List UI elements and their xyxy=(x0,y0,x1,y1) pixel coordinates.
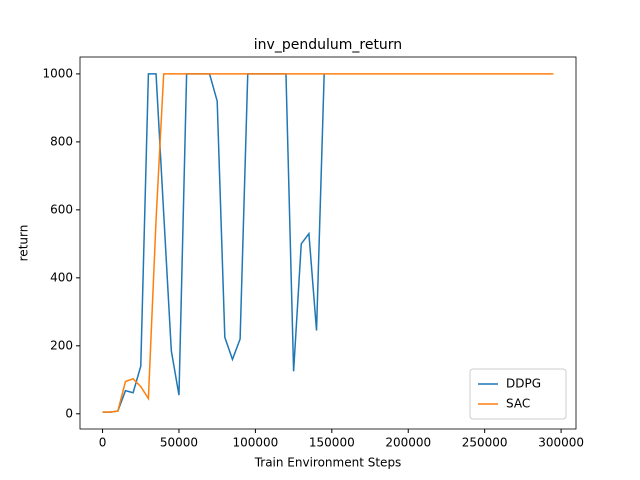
x-tick-label: 50000 xyxy=(160,436,198,450)
legend-label: SAC xyxy=(506,397,530,411)
line xyxy=(102,73,554,413)
y-tick-label: 200 xyxy=(50,338,73,352)
x-tick-label: 100000 xyxy=(232,436,278,450)
line xyxy=(102,73,325,413)
x-tick-label: 0 xyxy=(99,436,107,450)
y-tick-label: 1000 xyxy=(42,66,73,80)
x-tick-label: 300000 xyxy=(538,436,584,450)
y-tick-label: 400 xyxy=(50,270,73,284)
y-axis-label: return xyxy=(17,225,31,262)
y-tick-label: 800 xyxy=(50,134,73,148)
x-tick-label: 200000 xyxy=(385,436,431,450)
x-tick-label: 250000 xyxy=(462,436,508,450)
y-tick-label: 600 xyxy=(50,202,73,216)
chart-title: inv_pendulum_return xyxy=(254,37,402,53)
axes-frame xyxy=(79,56,577,430)
x-axis-label: Train Environment Steps xyxy=(254,456,402,470)
legend-box xyxy=(469,368,567,420)
y-tick-label: 0 xyxy=(65,406,73,420)
legend-label: DDPG xyxy=(506,377,541,391)
x-tick-label: 150000 xyxy=(309,436,355,450)
